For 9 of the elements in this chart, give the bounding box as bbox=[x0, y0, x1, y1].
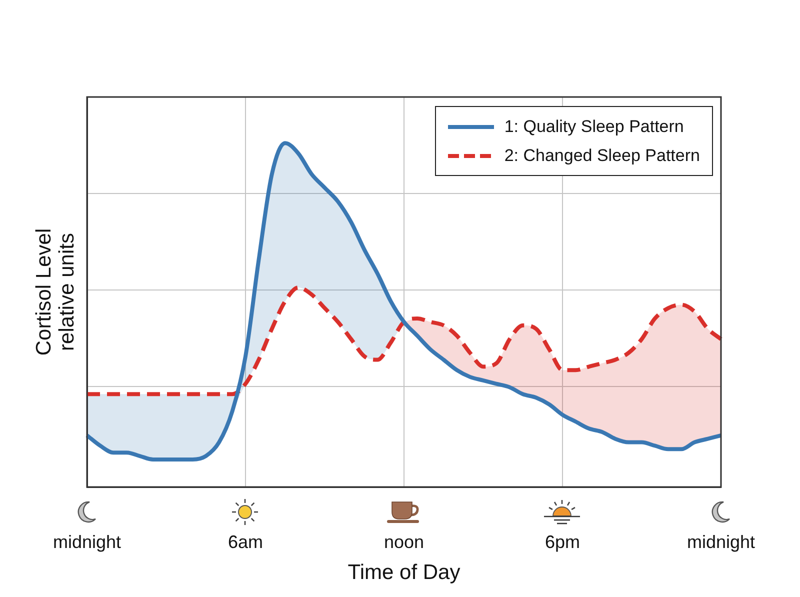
legend-label: 2: Changed Sleep Pattern bbox=[504, 146, 700, 166]
y-axis-title: Cortisol Level relative units bbox=[32, 228, 78, 356]
legend-label: 1: Quality Sleep Pattern bbox=[504, 116, 684, 136]
x-tick-label: 6am bbox=[228, 532, 264, 552]
x-axis-title: Time of Day bbox=[348, 561, 461, 584]
x-tick-label: 6pm bbox=[544, 532, 580, 552]
x-tick-label: midnight bbox=[686, 532, 756, 552]
x-tick-label: noon bbox=[384, 532, 424, 552]
x-tick-label: midnight bbox=[52, 532, 122, 552]
